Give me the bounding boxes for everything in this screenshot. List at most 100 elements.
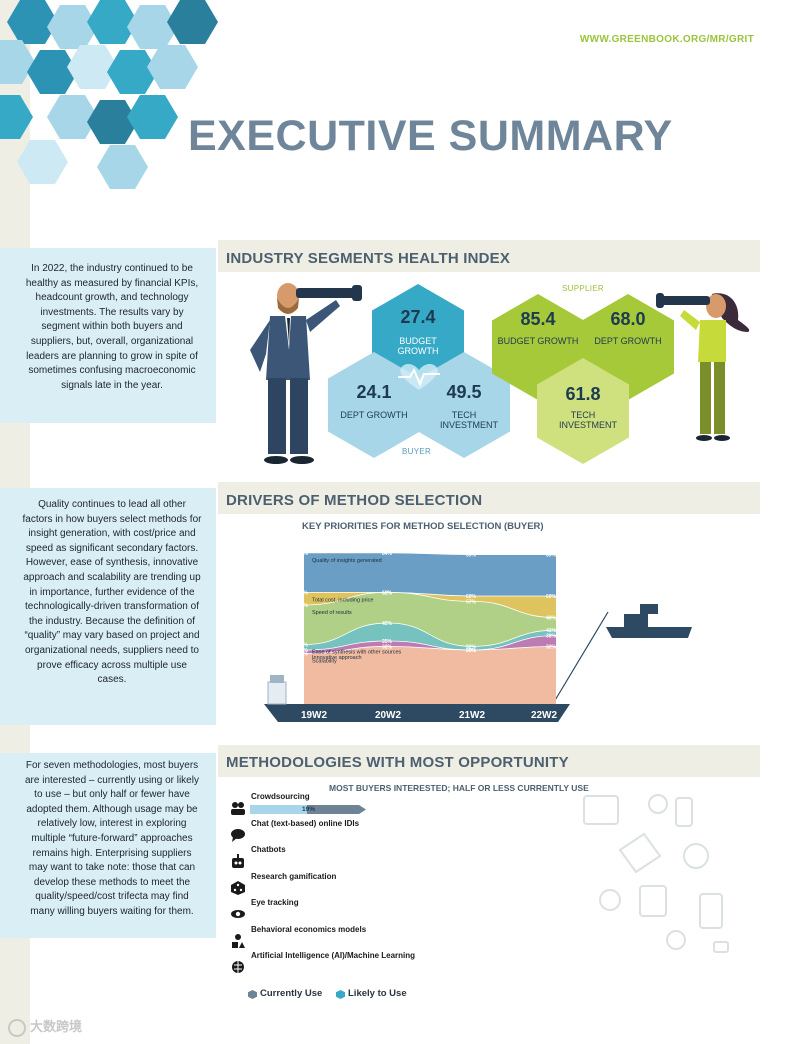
methodology-label: Chat (text-based) online IDIs [251,818,360,828]
supplier-label: SUPPLIER [562,284,604,293]
health-summary-text: In 2022, the industry continued to be he… [25,263,199,391]
section-header-bar [218,482,760,514]
drivers-summary-text: Quality continues to lead all other fact… [22,499,202,686]
series-name-4: Ease of synthesis with other sources [312,650,402,656]
currently-use-bar: 19% [250,805,366,814]
data-label: 60% [466,594,477,600]
buyer-dept-growth-value: 24.1 [356,382,392,402]
chatbot-icon [232,854,244,868]
series-line-3 [303,591,557,618]
dice-icon [231,880,245,895]
person-shapes-icon [232,933,245,948]
data-label: 62% [382,590,393,596]
data-label: 60% [546,594,557,600]
eye-icon [231,910,245,918]
health-summary-box: In 2022, the industry continued to be he… [0,248,216,423]
data-label: 55% [298,603,309,609]
data-label: 35% [382,639,393,645]
series-name-2: Total cost, including price [312,597,373,603]
series-name-3: Speed of results [312,610,352,616]
x-tick-label: 19W2 [301,710,328,721]
drivers-summary-box: Quality continues to lead all other fact… [0,488,216,725]
data-label: 30% [466,648,477,654]
series-line-1 [304,552,556,555]
series-line-5 [303,635,557,651]
series-name-1: Quality of insights generated [312,558,382,564]
data-label: 83% [546,553,557,559]
methodology-label: Chatbots [251,845,286,854]
supplier-budget-growth-label: BUDGET GROWTH [497,336,579,346]
methodologies-summary-text: For seven methodologies, most buyers are… [25,760,199,917]
website-url: WWW.GREENBOOK.ORG/MR/GRIT [579,34,754,45]
methodology-label: Artificial Intelligence (AI)/Machine Lea… [251,951,416,960]
buyer-label: BUYER [402,447,432,456]
data-label: 30% [298,648,309,654]
series-line-4 [303,622,557,647]
buyer-tech-investment-label: TECH INVESTMENT [440,410,499,430]
x-tick-label: 22W2 [531,710,558,721]
data-label: 62% [298,590,309,596]
data-label: 83% [466,553,477,559]
chat-bubbles-icon [231,828,245,842]
page-title: EXECUTIVE SUMMARY [188,112,673,160]
series-line-2 [304,592,556,597]
buyer-budget-growth-label: BUDGET GROWTH [397,336,439,356]
data-label: 84% [382,551,393,557]
buyer-dept-growth-label: DEPT GROWTH [340,410,408,420]
watermark-logo-icon [8,1018,26,1037]
section-header-bar [218,745,760,777]
methodologies-subtitle: MOST BUYERS INTERESTED; HALF OR LESS CUR… [329,783,589,793]
data-label: 32% [382,644,393,650]
brain-icon [232,961,244,973]
drivers-section-title: DRIVERS OF METHOD SELECTION [226,492,483,509]
currently-use-swatch [248,990,257,999]
data-label: 33% [298,643,309,649]
likely-to-use-swatch [336,990,345,999]
x-tick-label: 21W2 [459,710,486,721]
methodologies-section-title: METHODOLOGIES WITH MOST OPPORTUNITY [226,754,569,771]
data-label: 30% [466,648,477,654]
supplier-tech-investment-label: TECH INVESTMENT [559,410,618,430]
cargo-ship-illustration [264,675,570,722]
buyer-tech-investment-value: 49.5 [446,382,482,402]
area-series-6 [304,646,556,704]
series-name-5: Innovative approach [312,655,362,661]
x-tick-label: 20W2 [375,710,402,721]
woman-telescope-illustration [656,293,750,441]
section-header-bar [218,240,760,272]
data-label: 41% [546,628,557,634]
data-label: 62% [382,590,393,596]
buyer-budget-growth-value: 27.4 [400,307,436,327]
methodology-label: Crowdsourcing [251,792,310,801]
watermark-text: 大数跨境 [30,1019,83,1034]
data-label: 32% [546,644,557,650]
data-label: 57% [466,599,477,605]
data-label: 45% [382,621,393,627]
bar-value-label: 19% [302,806,316,813]
data-label: 48% [546,616,557,622]
watermark: 大数跨境 [8,1016,82,1037]
tug-boat-illustration [553,604,692,703]
crowd-icon [231,802,245,815]
legend-currently-use: Currently Use [260,988,323,999]
currently-use-fill [250,805,308,814]
supplier-budget-growth-value: 85.4 [520,309,556,329]
health-section-title: INDUSTRY SEGMENTS HEALTH INDEX [226,250,511,267]
decorative-research-icons [583,794,729,953]
methodology-label: Research gamification [251,871,337,881]
legend-likely-to-use: Likely to Use [348,988,407,999]
data-label: 84% [298,551,309,557]
heartbeat-icon [398,363,440,390]
businessman-telescope-illustration [250,283,362,464]
series-line-6 [303,645,557,654]
supplier-dept-growth-value: 68.0 [610,309,646,329]
supplier-tech-investment-value: 61.8 [565,384,601,404]
hexagon-pattern-graphic [0,0,218,189]
data-label: 38% [546,634,557,640]
chart-title: KEY PRIORITIES FOR METHOD SELECTION (BUY… [302,521,544,532]
data-label: 32% [466,644,477,650]
series-name-6: Scalability [312,659,337,665]
methodologies-summary-box: For seven methodologies, most buyers are… [0,753,216,938]
data-label: 28% [298,652,309,658]
